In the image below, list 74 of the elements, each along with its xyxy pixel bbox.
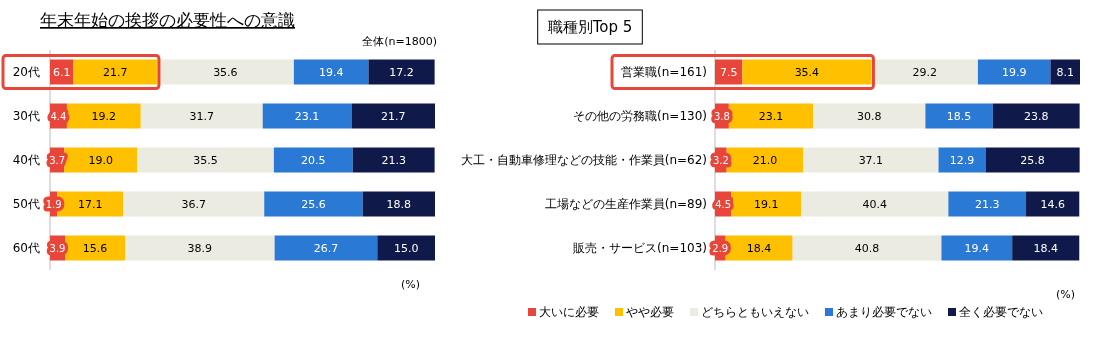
y-tick-label: 50代	[12, 197, 40, 211]
data-label: 21.3	[974, 198, 1000, 211]
y-tick-label: その他の労務職(n=130)	[573, 109, 707, 123]
data-label: 12.9	[949, 154, 975, 167]
bar	[792, 235, 942, 261]
data-label: 18.4	[1033, 242, 1058, 255]
data-label: 15.0	[393, 242, 419, 255]
y-tick-label: 大工・自動車修理などの技能・作業員(n=62)	[460, 153, 707, 167]
data-label: 23.8	[1023, 110, 1049, 123]
data-label: 3.9	[49, 243, 66, 254]
legend-label: どちらともいえない	[701, 305, 809, 319]
data-label: 25.6	[301, 198, 326, 211]
data-label: 21.7	[381, 110, 406, 123]
legend-label: 全く必要でない	[959, 305, 1043, 319]
data-label: 25.8	[1020, 154, 1045, 167]
data-label: 19.4	[964, 242, 990, 255]
data-label: 35.6	[213, 66, 238, 79]
data-label: 35.5	[193, 154, 218, 167]
data-label: 18.4	[746, 242, 772, 255]
data-label: 17.1	[77, 198, 103, 211]
data-label: 19.2	[91, 110, 117, 123]
data-label: 30.8	[856, 110, 882, 123]
text: 職種別Top 5	[547, 18, 633, 36]
y-tick-label: 60代	[12, 241, 40, 255]
data-label: 15.6	[82, 242, 108, 255]
text: (%)	[400, 278, 420, 291]
y-tick-label: 営業職(n=161)	[621, 65, 707, 79]
data-label: 40.8	[854, 242, 880, 255]
y-tick-label: 工場などの生産作業員(n=89)	[544, 197, 707, 211]
data-label: 40.4	[862, 198, 887, 211]
chart-title: 年末年始の挨拶の必要性への意識	[40, 10, 295, 30]
data-label: 20.5	[301, 154, 326, 167]
data-label: 17.2	[389, 66, 414, 79]
data-label: 4.4	[50, 111, 67, 122]
bar	[803, 147, 939, 173]
legend-label: やや必要	[626, 305, 674, 319]
y-tick-label: 20代	[12, 65, 40, 79]
y-tick-label: 40代	[12, 153, 40, 167]
text: (%)	[1055, 288, 1075, 301]
data-label: 19.9	[1001, 66, 1027, 79]
data-label: 21.3	[381, 154, 406, 167]
y-tick-label: 販売・サービス(n=103)	[573, 241, 707, 255]
data-label: 37.1	[858, 154, 884, 167]
data-label: 7.5	[719, 66, 738, 79]
data-label: 21.0	[752, 154, 778, 167]
data-label: 4.5	[715, 199, 732, 210]
data-label: 29.2	[912, 66, 937, 79]
data-label: 26.7	[313, 242, 339, 255]
data-label: 19.4	[318, 66, 344, 79]
bar	[801, 191, 949, 217]
legend-label: あまり必要でない	[836, 305, 932, 319]
data-label: 31.7	[189, 110, 214, 123]
data-label: 35.4	[794, 66, 820, 79]
data-label: 21.7	[102, 66, 128, 79]
text: 全体(n=1800)	[362, 35, 437, 48]
data-label: 23.1	[294, 110, 320, 123]
data-label: 36.7	[181, 198, 206, 211]
data-label: 3.8	[713, 111, 730, 122]
data-label: 8.1	[1056, 66, 1074, 79]
bar	[742, 59, 872, 85]
data-label: 6.1	[52, 66, 71, 79]
bar	[137, 147, 274, 173]
data-label: 23.1	[758, 110, 784, 123]
data-label: 18.8	[386, 198, 412, 211]
bar	[140, 103, 263, 129]
data-label: 19.0	[88, 154, 114, 167]
data-label: 14.6	[1040, 198, 1065, 211]
data-label: 18.5	[946, 110, 972, 123]
legend-label: 大いに必要	[539, 305, 599, 319]
data-label: 38.9	[187, 242, 213, 255]
y-tick-label: 30代	[12, 109, 40, 123]
bar	[123, 191, 265, 217]
data-label: 19.1	[753, 198, 779, 211]
bar	[125, 235, 275, 261]
